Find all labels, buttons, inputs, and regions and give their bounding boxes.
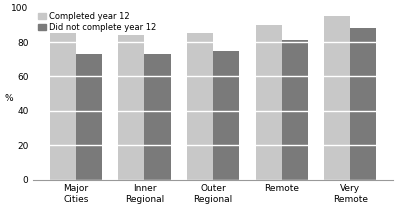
Bar: [324, 16, 351, 180]
Bar: [351, 28, 376, 180]
Bar: [50, 33, 76, 180]
Y-axis label: %: %: [4, 94, 13, 103]
Bar: [187, 33, 213, 180]
Bar: [118, 35, 145, 180]
Legend: Completed year 12, Did not complete year 12: Completed year 12, Did not complete year…: [38, 12, 156, 32]
Bar: [282, 40, 308, 180]
Bar: [145, 54, 171, 180]
Bar: [76, 54, 102, 180]
Bar: [213, 51, 239, 180]
Bar: [256, 25, 282, 180]
